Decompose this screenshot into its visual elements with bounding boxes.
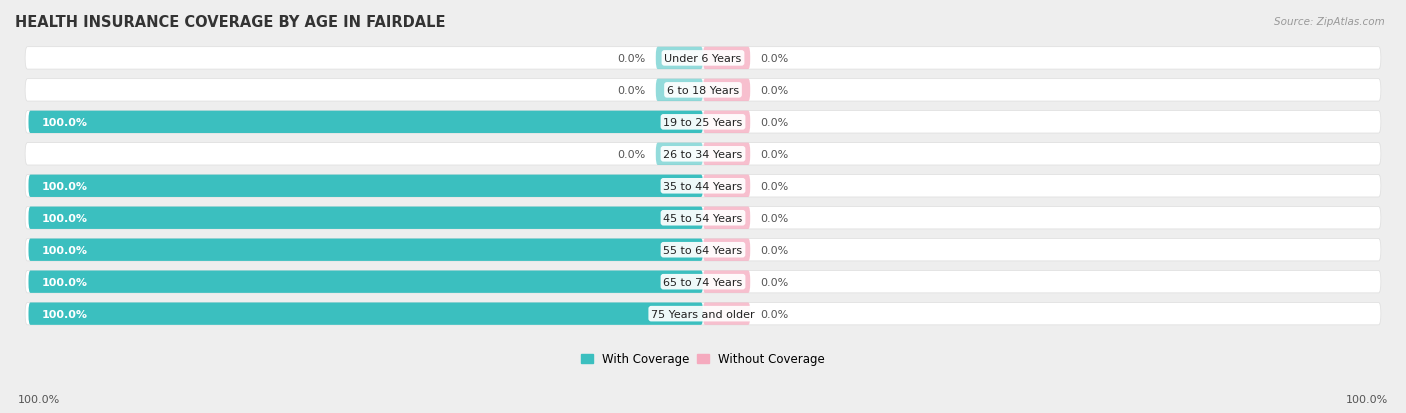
FancyBboxPatch shape (28, 271, 703, 293)
FancyBboxPatch shape (703, 271, 751, 293)
FancyBboxPatch shape (25, 112, 1381, 134)
Text: 100.0%: 100.0% (42, 118, 89, 128)
FancyBboxPatch shape (703, 239, 751, 261)
FancyBboxPatch shape (25, 207, 1381, 229)
Text: 100.0%: 100.0% (1346, 394, 1388, 404)
FancyBboxPatch shape (25, 271, 1381, 293)
FancyBboxPatch shape (703, 303, 751, 325)
FancyBboxPatch shape (25, 143, 1381, 166)
FancyBboxPatch shape (25, 303, 1381, 325)
FancyBboxPatch shape (28, 303, 703, 325)
Text: 100.0%: 100.0% (18, 394, 60, 404)
FancyBboxPatch shape (25, 175, 1381, 197)
Text: 0.0%: 0.0% (761, 181, 789, 191)
FancyBboxPatch shape (703, 79, 751, 102)
Text: 0.0%: 0.0% (761, 118, 789, 128)
FancyBboxPatch shape (25, 79, 1381, 102)
Text: 0.0%: 0.0% (617, 150, 645, 159)
Text: HEALTH INSURANCE COVERAGE BY AGE IN FAIRDALE: HEALTH INSURANCE COVERAGE BY AGE IN FAIR… (15, 15, 446, 30)
FancyBboxPatch shape (28, 207, 703, 229)
Text: 19 to 25 Years: 19 to 25 Years (664, 118, 742, 128)
FancyBboxPatch shape (28, 239, 703, 261)
Text: 35 to 44 Years: 35 to 44 Years (664, 181, 742, 191)
FancyBboxPatch shape (25, 239, 1381, 261)
Text: 45 to 54 Years: 45 to 54 Years (664, 213, 742, 223)
FancyBboxPatch shape (655, 47, 703, 70)
FancyBboxPatch shape (703, 207, 751, 229)
Text: 6 to 18 Years: 6 to 18 Years (666, 85, 740, 96)
FancyBboxPatch shape (703, 143, 751, 166)
FancyBboxPatch shape (25, 47, 1381, 70)
Text: 55 to 64 Years: 55 to 64 Years (664, 245, 742, 255)
Text: 75 Years and older: 75 Years and older (651, 309, 755, 319)
Text: 100.0%: 100.0% (42, 181, 89, 191)
Text: 0.0%: 0.0% (761, 150, 789, 159)
Text: 0.0%: 0.0% (761, 85, 789, 96)
Text: 0.0%: 0.0% (761, 213, 789, 223)
Text: 0.0%: 0.0% (761, 309, 789, 319)
FancyBboxPatch shape (28, 112, 703, 134)
FancyBboxPatch shape (703, 47, 751, 70)
Text: Under 6 Years: Under 6 Years (665, 54, 741, 64)
Text: 100.0%: 100.0% (42, 277, 89, 287)
Text: 0.0%: 0.0% (617, 85, 645, 96)
Text: 100.0%: 100.0% (42, 213, 89, 223)
FancyBboxPatch shape (703, 112, 751, 134)
Legend: With Coverage, Without Coverage: With Coverage, Without Coverage (576, 348, 830, 370)
FancyBboxPatch shape (28, 175, 703, 197)
Text: 0.0%: 0.0% (761, 245, 789, 255)
Text: 0.0%: 0.0% (761, 277, 789, 287)
Text: 0.0%: 0.0% (617, 54, 645, 64)
Text: 26 to 34 Years: 26 to 34 Years (664, 150, 742, 159)
FancyBboxPatch shape (655, 79, 703, 102)
FancyBboxPatch shape (703, 175, 751, 197)
Text: Source: ZipAtlas.com: Source: ZipAtlas.com (1274, 17, 1385, 26)
Text: 65 to 74 Years: 65 to 74 Years (664, 277, 742, 287)
Text: 100.0%: 100.0% (42, 245, 89, 255)
Text: 0.0%: 0.0% (761, 54, 789, 64)
Text: 100.0%: 100.0% (42, 309, 89, 319)
FancyBboxPatch shape (655, 143, 703, 166)
